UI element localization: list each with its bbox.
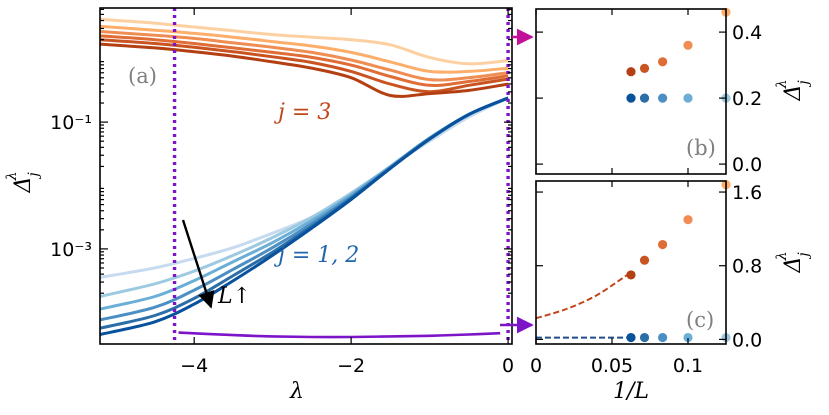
series-upper-2 bbox=[100, 30, 509, 82]
point-upper bbox=[658, 57, 668, 67]
label-j3: j = 3 bbox=[273, 100, 331, 125]
series-upper-1 bbox=[100, 24, 509, 74]
panel-a-frame bbox=[99, 7, 513, 345]
panel-c-tag: (c) bbox=[686, 308, 714, 332]
point-upper bbox=[658, 239, 668, 250]
panel-a-curves bbox=[100, 8, 510, 344]
y-tick-label: 0.0 bbox=[732, 154, 762, 176]
y-axis-label-c: Δjλ bbox=[774, 251, 812, 273]
panel-b-ticks: 0.0 0.2 0.4 bbox=[535, 9, 762, 176]
panel-b-frame bbox=[535, 8, 727, 175]
x-axis-label-c: 1/L bbox=[613, 379, 649, 404]
point-lower bbox=[658, 93, 668, 103]
y-tick-label-a: 10⁻³ bbox=[50, 239, 92, 261]
panel-b: 0.0 0.2 0.4 (b) Δjλ bbox=[535, 7, 812, 176]
panel-b-marks bbox=[626, 7, 731, 103]
y-tick-label: 1.6 bbox=[732, 182, 762, 204]
series-upper-3 bbox=[100, 34, 509, 87]
point-lower bbox=[683, 332, 693, 343]
point-lower bbox=[626, 93, 636, 103]
y-tick-label: 0.2 bbox=[732, 88, 762, 110]
x-tick-label-a: 0 bbox=[502, 355, 514, 377]
point-upper bbox=[683, 40, 693, 50]
series-upper-0 bbox=[100, 17, 509, 66]
panel-b-tag: (b) bbox=[686, 136, 716, 160]
point-upper bbox=[683, 215, 693, 225]
point-lower bbox=[639, 332, 650, 343]
y-axis-label-c-text: Δjλ bbox=[774, 251, 812, 273]
point-upper bbox=[626, 67, 636, 77]
panel-a-tag: (a) bbox=[128, 64, 157, 88]
y-axis-label-b-text: Δjλ bbox=[774, 79, 812, 101]
panel-a: −4 −2 0 10⁻¹ 10⁻³ (a) j = 3 j = 1, 2 L↑ λ Δj… bbox=[4, 7, 514, 404]
y-axis-label-a-text: Δjλ bbox=[4, 171, 42, 193]
x-tick-label: 0.1 bbox=[673, 355, 703, 377]
panel-a-ticks: −4 −2 0 10⁻¹ 10⁻³ bbox=[50, 8, 514, 377]
panel-c-ticks: 0 0.05 0.1 0.0 0.8 1.6 bbox=[530, 181, 762, 377]
y-tick-label: 0.0 bbox=[732, 329, 762, 351]
x-tick-label-a: −4 bbox=[180, 355, 208, 377]
x-axis-label-a: λ bbox=[289, 379, 304, 404]
point-lower bbox=[658, 332, 668, 343]
point-upper bbox=[626, 270, 636, 280]
point-lower bbox=[626, 332, 636, 343]
x-tick-label: 0 bbox=[530, 355, 542, 377]
x-tick-label-a: −2 bbox=[337, 355, 365, 377]
series-upper-4 bbox=[100, 38, 509, 94]
x-tick-label: 0.05 bbox=[591, 355, 633, 377]
panel-c: 0 0.05 0.1 0.0 0.8 1.6 (c) 1/L Δjλ bbox=[530, 180, 812, 404]
label-L-arrow: L↑ bbox=[217, 284, 251, 309]
point-lower bbox=[683, 93, 693, 103]
panel-c-frame bbox=[535, 180, 727, 345]
size-arrow bbox=[181, 219, 215, 309]
point-upper bbox=[639, 255, 650, 265]
y-tick-label: 0.8 bbox=[732, 256, 762, 278]
point-lower bbox=[639, 93, 650, 103]
y-axis-label-b: Δjλ bbox=[774, 79, 812, 101]
purple-curve bbox=[178, 331, 501, 339]
series-upper-5 bbox=[100, 42, 509, 98]
label-j12: j = 1, 2 bbox=[273, 243, 359, 268]
point-upper bbox=[639, 63, 650, 73]
fit-upper bbox=[535, 274, 628, 320]
series-lower-5 bbox=[100, 96, 509, 336]
y-tick-label-a: 10⁻¹ bbox=[50, 112, 92, 134]
y-axis-label-a: Δjλ bbox=[4, 171, 42, 193]
panel-c-marks bbox=[535, 180, 731, 343]
y-tick-label: 0.4 bbox=[732, 22, 762, 44]
